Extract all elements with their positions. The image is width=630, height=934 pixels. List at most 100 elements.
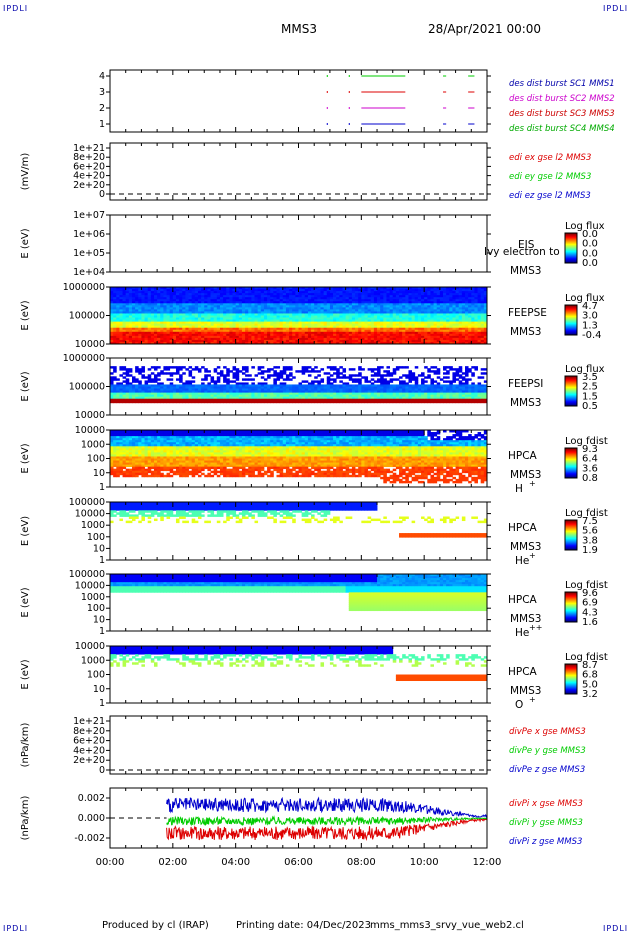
spectrogram-cell: [483, 341, 488, 345]
spectrogram-cell: [301, 295, 306, 298]
spectrogram-cell: [270, 317, 274, 320]
spectrogram-cell: [201, 396, 205, 400]
colorbar-step: [565, 254, 577, 256]
spectrogram-cell: [367, 305, 372, 308]
spectrogram-cell: [166, 394, 171, 398]
spectrogram-cell: [163, 327, 167, 331]
spectrogram-cell: [260, 293, 265, 296]
spectrogram-cell: [267, 291, 271, 294]
spectrogram-cell: [377, 331, 381, 335]
spectrogram-cell: [364, 293, 369, 296]
spectrogram-cell: [223, 305, 227, 308]
spectrogram-cell: [345, 325, 350, 329]
spectrogram-cell: [295, 307, 299, 310]
spectrogram-cell: [383, 339, 387, 343]
spectrogram-cell: [326, 313, 331, 316]
spectrogram-cell: [245, 394, 249, 398]
spectrogram-cell: [153, 333, 158, 337]
spectrogram-cell: [342, 329, 347, 333]
spectrogram-cell: [370, 333, 375, 337]
spectrogram-cell: [254, 315, 259, 318]
spectrogram-cell: [251, 317, 255, 320]
spectrogram-cell: [377, 396, 381, 400]
spectrogram-cell: [455, 325, 460, 329]
spectrogram-cell: [323, 337, 328, 341]
spectrogram-cell: [311, 289, 315, 292]
spectrogram-cell: [342, 327, 347, 331]
spectrogram-cell: [477, 309, 482, 312]
spectrogram-cell: [405, 313, 409, 316]
spectrogram-cell: [446, 303, 450, 306]
spectrogram-cell: [131, 313, 136, 316]
spectrogram-cell: [329, 374, 334, 377]
spectrogram-cell: [405, 394, 409, 398]
spectrogram-cell: [336, 313, 340, 316]
spectrogram-cell: [232, 311, 237, 314]
spectrogram-cell: [201, 335, 205, 339]
spectrogram-cell: [395, 386, 400, 389]
spectrogram-cell: [326, 331, 331, 335]
spectrogram-cell: [204, 341, 208, 345]
spectrogram-cell: [213, 388, 218, 391]
spectrogram-cell: [169, 307, 174, 310]
spectrogram-cell: [386, 333, 391, 337]
spectrogram-cell: [128, 297, 133, 300]
spectrogram-cell: [191, 317, 196, 320]
spectrogram-cell: [436, 305, 441, 308]
spectrogram-cell: [377, 333, 381, 337]
spectrogram-cell: [370, 388, 375, 391]
spectrogram-cell: [380, 376, 384, 379]
spectrogram-cell: [474, 303, 478, 306]
spectrogram-cell: [185, 323, 189, 327]
spectrogram-cell: [433, 333, 438, 337]
spectrogram-cell: [191, 335, 196, 339]
spectrogram-cell: [317, 398, 321, 402]
spectrogram-cell: [229, 315, 233, 318]
spectrogram-cell: [339, 396, 343, 400]
spectrogram-cell: [380, 341, 384, 345]
spectrogram-cell: [301, 301, 306, 304]
spectrogram-cell: [408, 394, 412, 398]
spectrogram-cell: [314, 295, 318, 298]
spectrogram-cell: [339, 311, 343, 314]
spectrogram-cell: [169, 378, 174, 381]
spectrogram-cell: [361, 289, 365, 292]
spectrogram-cell: [122, 307, 127, 310]
spectrogram-cell: [304, 331, 309, 335]
spectrogram-cell: [282, 317, 287, 320]
spectrogram-cell: [153, 297, 158, 300]
spectrogram-cell: [141, 366, 145, 369]
spectrogram-cell: [191, 311, 196, 314]
spectrogram-cell: [364, 398, 369, 402]
spectrogram-cell: [314, 376, 318, 379]
spectrogram-cell: [254, 287, 259, 290]
spectrogram-cell: [339, 289, 343, 292]
spectrogram-cell: [216, 325, 221, 329]
spectrogram-cell: [125, 323, 130, 327]
spectrogram-cell: [128, 386, 133, 389]
spectrogram-cell: [389, 372, 394, 375]
spectrogram-cell: [377, 293, 381, 296]
spectrogram-cell: [461, 311, 466, 314]
spectrogram-cell: [248, 315, 252, 318]
spectrogram-cell: [430, 341, 434, 345]
spectrogram-cell: [270, 321, 274, 325]
spectrogram-cell: [147, 299, 152, 302]
spectrogram-cell: [430, 323, 434, 327]
colorbar-step: [565, 323, 577, 325]
spectrogram-cell: [351, 333, 356, 337]
spectrogram-cell: [449, 287, 453, 290]
spectrogram-cell: [175, 303, 180, 306]
spectrogram-cell: [226, 398, 230, 402]
spectrogram-cell: [317, 287, 321, 290]
spectrogram-cell: [147, 295, 152, 298]
spectrogram-cell: [201, 299, 205, 302]
spectrogram-cell: [458, 303, 463, 306]
spectrogram-cell: [405, 307, 409, 310]
spectrogram-cell: [207, 335, 211, 339]
spectrogram-cell: [355, 339, 359, 343]
spectrogram-cell: [216, 384, 221, 387]
spectrogram-cell: [336, 329, 340, 333]
spectrogram-cell: [197, 297, 202, 300]
spectrogram-cell: [452, 303, 456, 306]
